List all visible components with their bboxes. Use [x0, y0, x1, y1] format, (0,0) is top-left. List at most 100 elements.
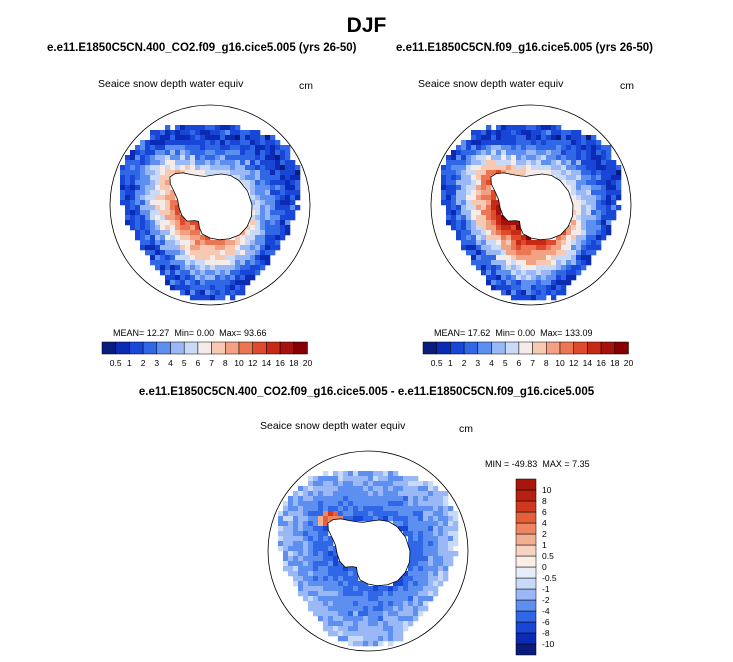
diff-cell	[313, 591, 319, 597]
left-cell	[175, 125, 181, 131]
right-cell	[496, 215, 502, 221]
diff-cell	[353, 596, 359, 602]
left-cell	[205, 130, 211, 136]
left-cell	[150, 175, 156, 181]
diff-cell	[413, 501, 419, 507]
right-colorbar-box	[504, 341, 520, 355]
left-cell	[225, 140, 231, 146]
left-cell	[175, 170, 181, 176]
right-cell	[511, 230, 517, 236]
diff-colorbar-box	[515, 500, 537, 513]
right-colorbar-tick-label: 18	[610, 358, 620, 368]
diff-cell	[358, 581, 364, 587]
right-cell	[486, 275, 492, 281]
left-cell	[235, 290, 241, 296]
left-cell	[145, 220, 151, 226]
diff-cell	[333, 621, 339, 627]
diff-cell	[318, 491, 324, 497]
left-cell	[135, 160, 141, 166]
left-cell	[160, 265, 166, 271]
left-cell	[190, 125, 196, 131]
right-cell	[491, 240, 497, 246]
diff-cell	[418, 601, 424, 607]
right-cell	[596, 220, 602, 226]
left-cell	[150, 140, 156, 146]
left-cell	[240, 230, 246, 236]
diff-cell	[308, 546, 314, 552]
right-cell	[546, 155, 552, 161]
diff-cell	[388, 611, 394, 617]
right-cell	[516, 150, 522, 156]
right-cell	[546, 250, 552, 256]
left-cell	[285, 210, 291, 216]
right-cell	[576, 210, 582, 216]
diff-cell	[298, 526, 304, 532]
diff-cell	[323, 596, 329, 602]
diff-cell	[388, 641, 394, 647]
diff-cell	[318, 581, 324, 587]
right-cell	[506, 160, 512, 166]
diff-cell	[428, 576, 434, 582]
right-cell	[606, 230, 612, 236]
diff-cell	[408, 526, 414, 532]
diff-cell	[443, 566, 449, 572]
diff-cell	[328, 516, 334, 522]
left-cell	[210, 170, 216, 176]
left-stats: MEAN= 12.27 Min= 0.00 Max= 93.66	[113, 328, 266, 338]
right-cell	[591, 155, 597, 161]
left-cell	[280, 160, 286, 166]
diff-cell	[418, 526, 424, 532]
left-cell	[265, 245, 271, 251]
right-cell	[591, 235, 597, 241]
right-cell	[521, 130, 527, 136]
right-cell	[481, 155, 487, 161]
left-cell	[260, 260, 266, 266]
right-cell	[526, 130, 532, 136]
right-cell	[516, 155, 522, 161]
diff-cell	[318, 531, 324, 537]
right-cell	[516, 270, 522, 276]
left-cell	[155, 180, 161, 186]
diff-cell	[338, 606, 344, 612]
diff-cell	[448, 541, 454, 547]
diff-cell	[298, 581, 304, 587]
left-cell	[290, 205, 296, 211]
right-cell	[576, 240, 582, 246]
right-cell	[461, 220, 467, 226]
left-cell	[200, 165, 206, 171]
diff-cell	[328, 601, 334, 607]
right-cell	[541, 170, 547, 176]
diff-cell	[363, 591, 369, 597]
diff-cell	[428, 501, 434, 507]
right-cell	[496, 125, 502, 131]
right-cell	[486, 265, 492, 271]
right-cell	[581, 245, 587, 251]
diff-cell	[353, 581, 359, 587]
right-cell	[616, 185, 622, 191]
right-cell	[591, 245, 597, 251]
left-cell	[275, 220, 281, 226]
right-cell	[551, 160, 557, 166]
diff-cell	[393, 626, 399, 632]
diff-cell	[288, 571, 294, 577]
right-cell	[561, 250, 567, 256]
right-cell	[566, 270, 572, 276]
right-cell	[586, 220, 592, 226]
left-cell	[230, 140, 236, 146]
right-cell	[546, 255, 552, 261]
diff-cell	[328, 551, 334, 557]
diff-cell	[418, 586, 424, 592]
diff-cell	[418, 551, 424, 557]
diff-cell	[323, 561, 329, 567]
diff-cell	[393, 521, 399, 527]
left-cell	[155, 140, 161, 146]
diff-cell	[383, 506, 389, 512]
diff-cell	[453, 511, 459, 517]
left-cell	[250, 150, 256, 156]
right-cell	[491, 225, 497, 231]
left-cell	[130, 155, 136, 161]
left-cell	[135, 235, 141, 241]
left-cell	[210, 245, 216, 251]
right-cell	[586, 170, 592, 176]
right-cell	[491, 150, 497, 156]
